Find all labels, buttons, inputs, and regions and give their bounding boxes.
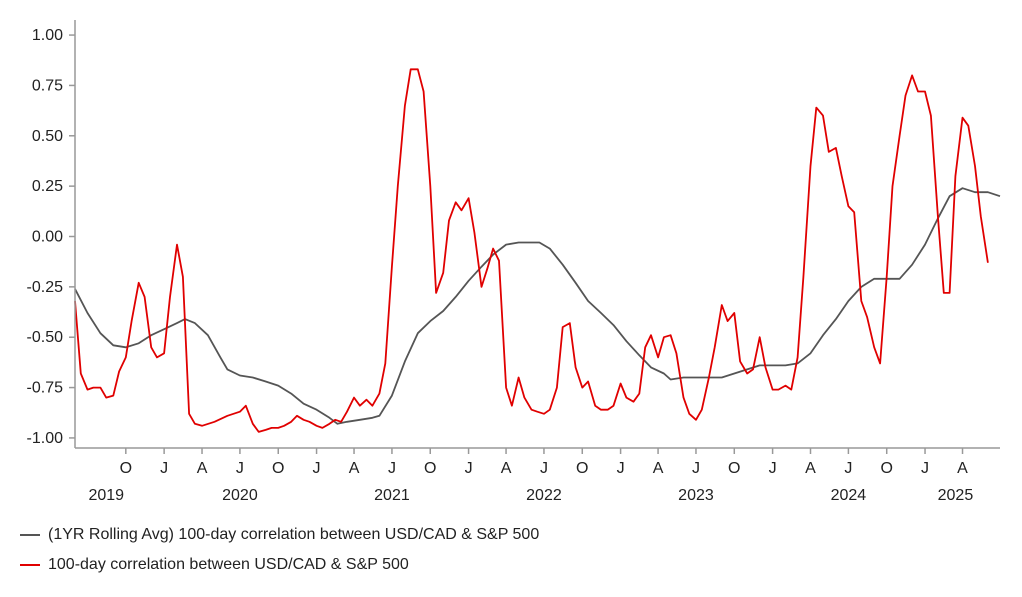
x-tick-label: O [576, 460, 588, 477]
x-tick-label: O [424, 460, 436, 477]
y-tick-label: -1.00 [27, 430, 64, 447]
x-year-label: 2024 [831, 487, 867, 504]
x-tick-label: A [349, 460, 360, 477]
y-tick-label: -0.75 [27, 380, 64, 397]
x-year-label: 2019 [88, 487, 124, 504]
series-layer [74, 68, 1001, 433]
y-tick-label: -0.50 [27, 329, 64, 346]
x-tick-label: J [465, 460, 473, 477]
x-year-label: 2025 [938, 487, 974, 504]
legend: (1YR Rolling Avg) 100-day correlation be… [20, 520, 539, 580]
x-tick-label: A [501, 460, 512, 477]
y-axis-ticks: 1.00 0.75 0.50 0.25 0.00 -0.25 -0.50 -0.75 -1.00 [27, 27, 75, 447]
x-tick-label: J [160, 460, 168, 477]
y-tick-label: 0.75 [32, 77, 63, 94]
x-tick-label: O [880, 460, 892, 477]
series-line-rolling-avg [74, 187, 1001, 425]
y-tick-label: -0.25 [27, 279, 64, 296]
x-tick-label: J [236, 460, 244, 477]
series-line-correlation [74, 68, 989, 433]
x-year-label: 2022 [526, 487, 562, 504]
legend-label-correlation: 100-day correlation between USD/CAD & S&… [48, 556, 409, 573]
y-tick-label: 1.00 [32, 27, 63, 44]
x-tick-label: A [957, 460, 968, 477]
legend-swatch-rolling-avg [20, 534, 40, 536]
x-tick-label: A [197, 460, 208, 477]
x-tick-label: J [692, 460, 700, 477]
y-tick-label: 0.00 [32, 229, 63, 246]
x-year-label: 2020 [222, 487, 258, 504]
x-tick-label: J [769, 460, 777, 477]
x-tick-label: J [388, 460, 396, 477]
x-tick-label: J [617, 460, 625, 477]
x-year-label: 2021 [374, 487, 410, 504]
x-tick-label: O [728, 460, 740, 477]
x-tick-label: J [921, 460, 929, 477]
legend-item-rolling-avg: (1YR Rolling Avg) 100-day correlation be… [20, 520, 539, 550]
legend-label-rolling-avg: (1YR Rolling Avg) 100-day correlation be… [48, 526, 540, 543]
x-year-label: 2023 [678, 487, 714, 504]
y-tick-label: 0.50 [32, 128, 63, 145]
y-tick-label: 0.25 [32, 178, 63, 195]
x-tick-label: J [540, 460, 548, 477]
legend-item-correlation: 100-day correlation between USD/CAD & S&… [20, 550, 539, 580]
x-tick-label: J [313, 460, 321, 477]
legend-swatch-correlation [20, 564, 40, 566]
x-axis-ticks: O J A J O J A J O J A J O J A J O J A J O J A 2019 2020 2021 2022 2… [88, 448, 973, 504]
x-tick-label: O [120, 460, 132, 477]
x-tick-label: J [844, 460, 852, 477]
x-tick-label: A [805, 460, 816, 477]
x-tick-label: O [272, 460, 284, 477]
x-tick-label: A [653, 460, 664, 477]
